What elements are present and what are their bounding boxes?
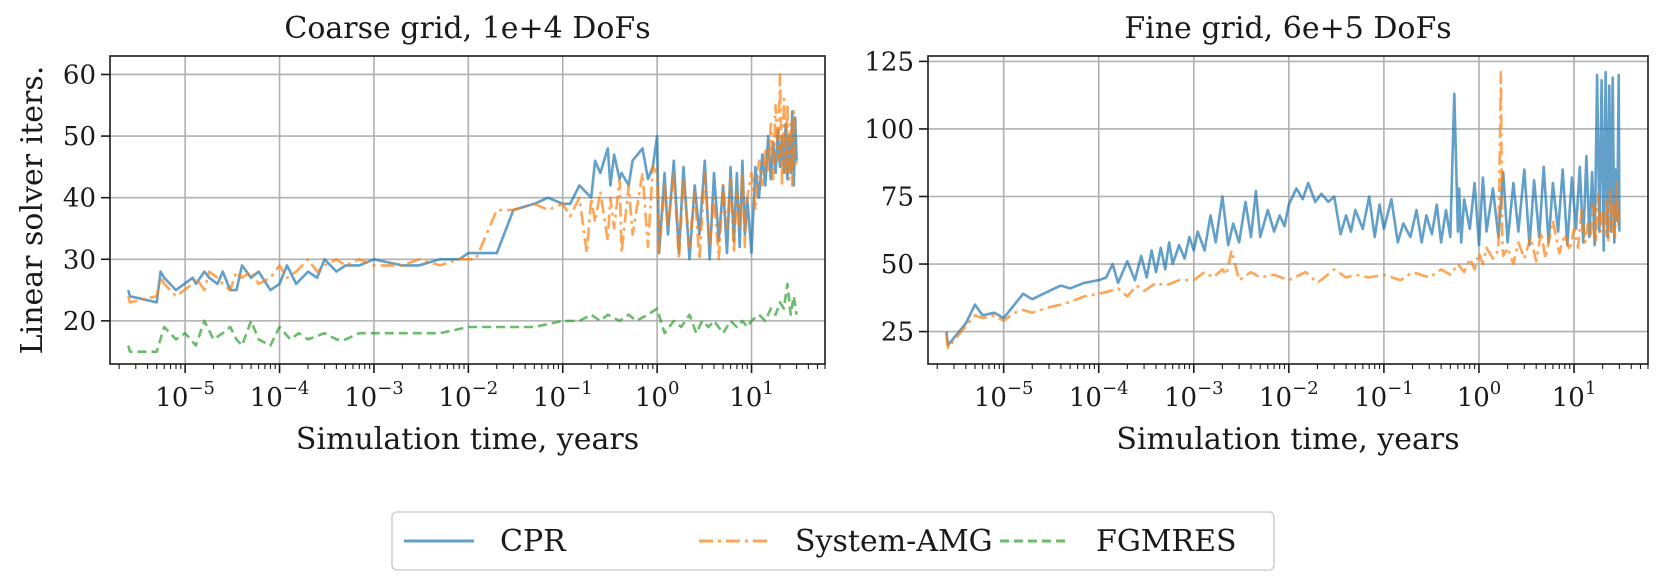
x-axis-label: Simulation time, years [296,422,639,457]
x-tick-label: 10−4 [1069,378,1129,413]
series-line-fgmres [127,282,798,353]
x-tick-exponent: −5 [188,378,215,399]
series-line-system-amg [127,73,798,304]
x-tick-base: 10 [250,383,283,413]
x-tick-base: 10 [1354,383,1387,413]
y-tick-label: 25 [881,318,914,348]
x-tick-base: 10 [1552,383,1585,413]
x-tick-label: 10−1 [533,378,593,413]
axes-frame [927,55,1649,365]
legend-label: System-AMG [795,524,993,559]
x-tick-exponent: −2 [1292,378,1319,399]
y-tick-label: 125 [864,47,914,77]
x-axis-label: Simulation time, years [1116,422,1459,457]
x-tick-label: 10−4 [250,378,310,413]
legend-frame [391,511,1275,571]
series-line-system-amg [945,70,1621,350]
x-tick-base: 10 [1164,383,1197,413]
y-tick-label: 50 [63,122,96,152]
x-tick-base: 10 [344,383,377,413]
chart-panel-1: 10−5 10−4 10−3 10−2 10−1 100 1012030405060Coar… [15,11,826,457]
y-tick-label: 20 [63,307,96,337]
x-tick-base: 10 [729,383,762,413]
series-line-cpr [945,70,1621,347]
x-tick-label: 100 [1457,378,1502,413]
x-tick-base: 10 [439,383,472,413]
x-tick-label: 10−3 [1164,378,1224,413]
x-tick-base: 10 [1457,383,1490,413]
x-tick-base: 10 [1069,383,1102,413]
legend: CPR System-AMG FGMRES [391,511,1275,571]
x-tick-exponent: −1 [1387,378,1414,399]
series-line-cpr [127,110,798,304]
x-tick-exponent: 0 [1490,378,1501,399]
x-tick-label: 10−3 [344,378,404,413]
series-group [945,70,1621,350]
x-tick-label: 10−5 [974,378,1034,413]
x-tick-exponent: −2 [472,378,499,399]
chart-title: Coarse grid, 1e+4 DoFs [284,11,650,46]
x-tick-exponent: −4 [283,378,310,399]
x-tick-exponent: −1 [566,378,593,399]
x-tick-base: 10 [635,383,668,413]
y-tick-label: 75 [881,182,914,212]
x-tick-exponent: 1 [1585,378,1596,399]
x-tick-label: 10−1 [1354,378,1414,413]
x-tick-label: 10−5 [155,378,215,413]
legend-label: FGMRES [1096,524,1237,559]
chart-title: Fine grid, 6e+5 DoFs [1124,11,1451,46]
x-tick-exponent: −5 [1007,378,1034,399]
x-tick-label: 101 [1552,378,1597,413]
x-tick-exponent: 1 [762,378,773,399]
chart-panel-2: 10−5 10−4 10−3 10−2 10−1 100 101255075100125Fi… [864,11,1649,457]
x-tick-base: 10 [533,383,566,413]
x-tick-exponent: −4 [1102,378,1129,399]
x-tick-base: 10 [1259,383,1292,413]
y-tick-label: 60 [63,60,96,90]
x-tick-label: 101 [729,378,774,413]
x-tick-exponent: −3 [377,378,404,399]
legend-label: CPR [500,524,567,559]
y-tick-label: 50 [881,250,914,280]
x-tick-label: 100 [635,378,680,413]
y-axis-label: Linear solver iters. [15,66,50,355]
x-tick-exponent: 0 [668,378,679,399]
x-tick-label: 10−2 [439,378,499,413]
x-tick-exponent: −3 [1197,378,1224,399]
y-tick-label: 40 [63,184,96,214]
x-tick-base: 10 [155,383,188,413]
y-tick-label: 100 [864,115,914,145]
x-tick-base: 10 [974,383,1007,413]
x-tick-label: 10−2 [1259,378,1319,413]
series-group [127,73,798,353]
axes-frame [109,55,826,365]
y-tick-label: 30 [63,245,96,275]
